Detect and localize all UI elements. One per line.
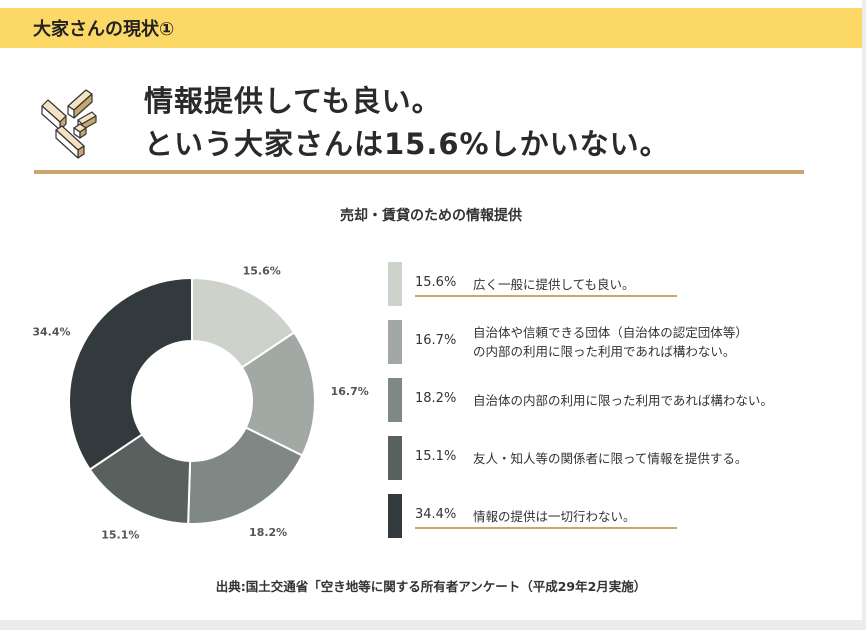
legend-label: 自治体や信頼できる団体（自治体の認定団体等） の内部の利用に限った利用であれば構わ… <box>473 323 853 361</box>
donut-slice <box>187 426 304 525</box>
legend-item: 34.4% 情報の提供は一切行わない。 <box>385 494 855 538</box>
legend-label: 広く一般に提供しても良い。 <box>473 275 853 294</box>
bottom-strip <box>0 620 866 630</box>
legend-item: 15.6% 広く一般に提供しても良い。 <box>385 262 855 306</box>
slide: 大家さんの現状① 情報提供しても良い。 という大家さんは15. <box>0 0 862 620</box>
legend-item: 16.7% 自治体や信頼できる団体（自治体の認定団体等） の内部の利用に限った利用で… <box>385 320 855 364</box>
legend-label: 情報の提供は一切行わない。 <box>473 507 853 526</box>
legend-label-line: 自治体の内部の利用に限った利用であれば構わない。 <box>473 393 773 408</box>
headline-rule <box>34 170 804 174</box>
legend-swatch <box>388 320 402 364</box>
legend-percent: 34.4% <box>415 507 457 522</box>
legend-label-line: 広く一般に提供しても良い。 <box>473 277 635 292</box>
legend-swatch <box>388 378 402 422</box>
headline-line-2: という大家さんは15.6%しかいない。 <box>144 127 670 161</box>
pencil-blocks-icon <box>41 89 97 159</box>
legend-swatch <box>388 262 402 306</box>
slice-data-label: 15.1% <box>101 528 139 541</box>
legend-label: 友人・知人等の関係者に限って情報を提供する。 <box>473 449 853 468</box>
legend-percent: 16.7% <box>415 333 457 348</box>
highlight-underline <box>415 527 677 529</box>
highlight-underline <box>415 295 677 297</box>
legend-percent: 18.2% <box>415 391 457 406</box>
legend-percent: 15.1% <box>415 449 457 464</box>
header-title: 大家さんの現状① <box>33 19 175 40</box>
legend-item: 15.1% 友人・知人等の関係者に限って情報を提供する。 <box>385 436 855 480</box>
slice-data-label: 15.6% <box>243 264 281 277</box>
header-bar <box>0 8 862 48</box>
legend-label-line: の内部の利用に限った利用であれば構わない。 <box>473 344 736 359</box>
slice-data-label: 34.4% <box>32 325 70 338</box>
source-note: 出典:国土交通省「空き地等に関する所有者アンケート（平成29年2月実施） <box>215 579 647 594</box>
legend-label: 自治体の内部の利用に限った利用であれば構わない。 <box>473 391 853 410</box>
slice-data-label: 16.7% <box>331 385 369 398</box>
legend-label-line: 自治体や信頼できる団体（自治体の認定団体等） <box>473 325 748 340</box>
headline: 情報提供しても良い。 という大家さんは15.6%しかいない。 <box>144 80 670 166</box>
donut-slice <box>68 276 193 471</box>
legend-percent: 15.6% <box>415 275 457 290</box>
legend-swatch <box>388 436 402 480</box>
legend-swatch <box>388 494 402 538</box>
chart-title: 売却・賃貸のための情報提供 <box>340 208 522 224</box>
legend-label-line: 情報の提供は一切行わない。 <box>473 509 636 524</box>
headline-line-1: 情報提供しても良い。 <box>144 84 442 118</box>
legend-item: 18.2% 自治体の内部の利用に限った利用であれば構わない。 <box>385 378 855 422</box>
slice-data-label: 18.2% <box>249 526 287 539</box>
donut-chart: 15.6% 16.7% 18.2% 15.1% 34.4% <box>32 264 369 541</box>
legend-label-line: 友人・知人等の関係者に限って情報を提供する。 <box>473 451 748 466</box>
